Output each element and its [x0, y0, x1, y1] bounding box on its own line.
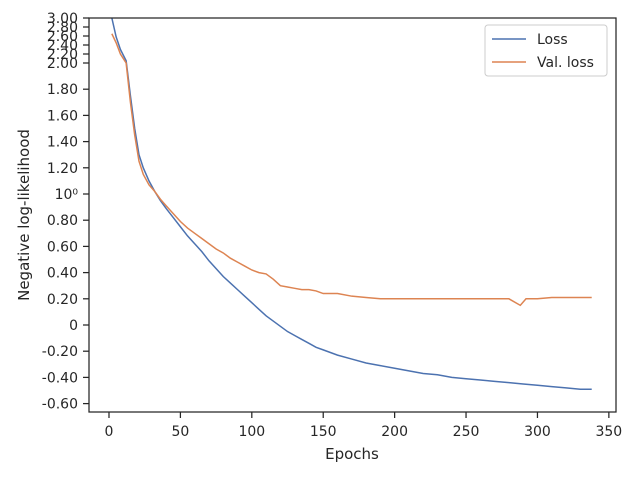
legend-label-loss: Loss: [537, 32, 568, 48]
y-tick-label: -0.20: [42, 344, 78, 360]
y-tick-label: 0.80: [47, 213, 78, 229]
y-axis: 3.002.802.602.402.202.00 1.80 1.60 1.40 1.20…: [42, 11, 89, 413]
x-tick-label: 100: [238, 424, 265, 440]
x-tick-label: 50: [171, 424, 189, 440]
y-tick-label: -0.40: [42, 370, 78, 386]
x-tick-label: 350: [595, 424, 622, 440]
y-tick-label: 3.00: [47, 11, 78, 27]
y-tick-label: 0.40: [47, 266, 78, 282]
y-tick-label: 1.60: [47, 108, 78, 124]
y-tick-label: 1.40: [47, 135, 78, 151]
legend: Loss Val. loss: [484, 24, 608, 77]
x-tick-label: 300: [524, 424, 551, 440]
plot-lines: [111, 17, 592, 390]
y-tick-label: -0.60: [42, 397, 78, 413]
y-tick-label: 0: [69, 318, 78, 334]
y-tick-label: 0.60: [47, 239, 78, 255]
x-tick-label: 150: [310, 424, 337, 440]
plot-frame: [88, 17, 617, 413]
legend-label-val-loss: Val. loss: [537, 55, 594, 71]
x-tick-label: 200: [381, 424, 408, 440]
series-line-loss: [111, 17, 592, 390]
y-tick-label: 1.80: [47, 82, 78, 98]
y-tick-label: 2.20: [47, 47, 78, 63]
legend-box: [484, 24, 608, 77]
y-tick-label: 2.40: [47, 38, 78, 54]
x-tick-label: 0: [105, 424, 114, 440]
y-tick-label: 10⁰: [55, 187, 79, 203]
y-tick-label: 1.20: [47, 161, 78, 177]
y-tick-label: 2.80: [47, 20, 78, 36]
x-axis-title: Epochs: [325, 445, 379, 463]
y-tick-label: 2.60: [47, 29, 78, 45]
y-axis-title: Negative log-likelihood: [15, 129, 33, 301]
y-tick-label: 2.00: [47, 56, 78, 72]
x-tick-label: 250: [453, 424, 480, 440]
x-axis: 0 50 100 150 200 250 300 350: [105, 412, 622, 440]
series-line-val-loss: [111, 33, 592, 307]
y-tick-label: 0.20: [47, 292, 78, 308]
